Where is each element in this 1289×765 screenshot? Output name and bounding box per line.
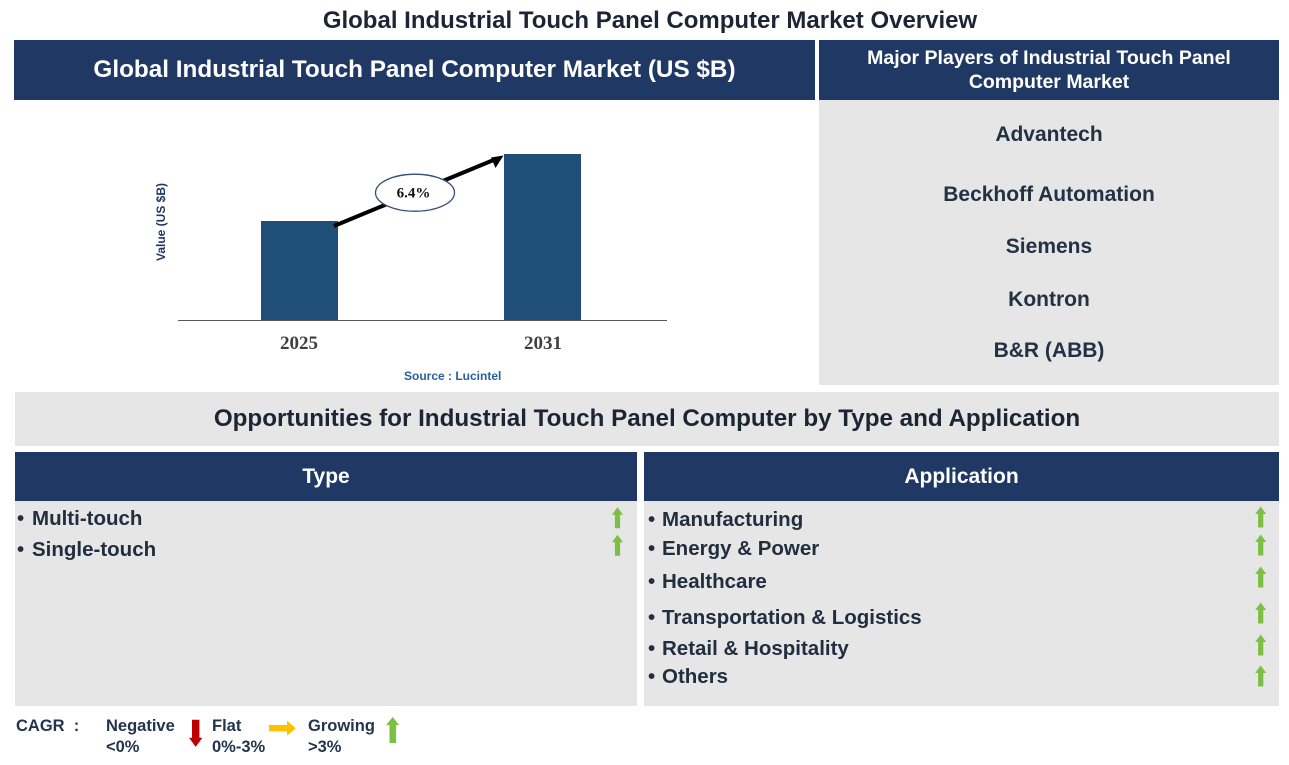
svg-text:6.4%: 6.4% xyxy=(397,186,431,202)
